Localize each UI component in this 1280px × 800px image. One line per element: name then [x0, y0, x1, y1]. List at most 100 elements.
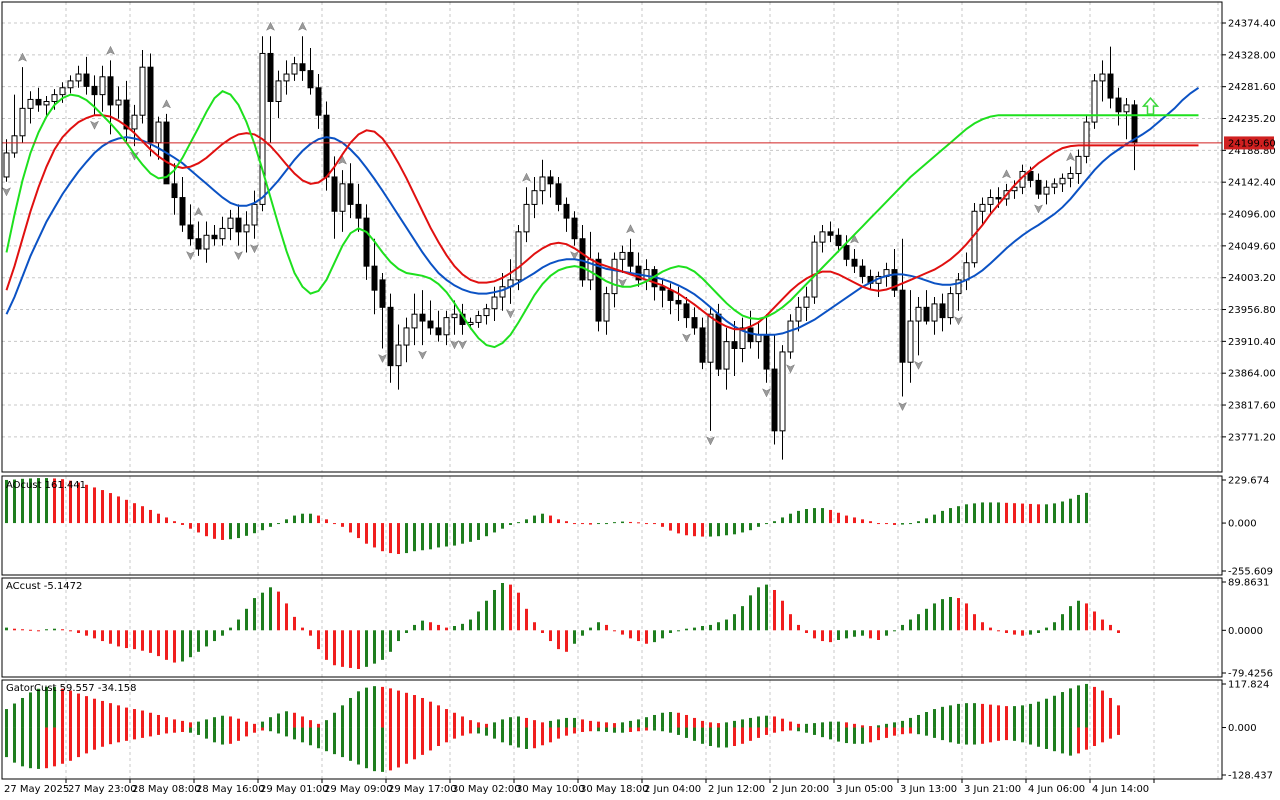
histogram-bar: [581, 523, 584, 525]
histogram-bar: [829, 509, 832, 524]
candle: [499, 273, 506, 311]
gator-upper-bar: [501, 719, 504, 728]
histogram-bar: [117, 630, 120, 647]
gator-upper-bar: [1037, 701, 1040, 728]
price-tick-label: 24003.20: [1228, 273, 1276, 284]
candle: [211, 224, 218, 246]
current-price-label: 24199.60: [1228, 138, 1276, 149]
gator-upper-bar: [741, 719, 744, 728]
candle-body: [859, 265, 866, 277]
price-chart-panel[interactable]: [1, 21, 1222, 460]
histogram-bar: [645, 630, 648, 644]
candle: [827, 221, 834, 243]
candle-body: [307, 70, 314, 89]
candle-body: [699, 327, 706, 363]
candle: [627, 238, 634, 274]
fractal-up-icon: [193, 207, 204, 217]
histogram-bar: [133, 630, 136, 650]
fractal-down-icon: [505, 309, 516, 319]
candle-body: [603, 293, 610, 322]
candle: [851, 249, 858, 274]
histogram-bar: [261, 592, 264, 631]
candle-body: [787, 320, 794, 353]
histogram-bar: [157, 630, 160, 657]
gator-upper-bar: [61, 688, 64, 728]
gator-upper-bar: [453, 712, 456, 728]
candle-body: [27, 98, 34, 109]
histogram-bar: [205, 523, 208, 537]
candle: [163, 113, 170, 185]
histogram-bar: [77, 482, 80, 524]
alligator-jaw-line: [5, 86, 1200, 336]
histogram-bar: [885, 523, 888, 525]
histogram-bar: [821, 508, 824, 524]
gator-lower-bar: [621, 727, 624, 733]
gator-indicator-panel[interactable]: GatorCust 59.557 -34.158: [5, 683, 1120, 772]
histogram-bar: [997, 502, 1000, 524]
histogram-bar: [1029, 630, 1032, 635]
gator-lower-bar: [893, 727, 896, 736]
candle: [1123, 98, 1130, 140]
gator-lower-bar: [941, 727, 944, 741]
indicator-tick-label: 89.8631: [1228, 578, 1269, 589]
histogram-bar: [869, 521, 872, 524]
gator-upper-bar: [613, 723, 616, 728]
candle: [363, 204, 370, 280]
histogram-bar: [757, 587, 760, 631]
gator-lower-bar: [253, 727, 256, 733]
histogram-bar: [525, 608, 528, 631]
histogram-bar: [1117, 630, 1120, 633]
gator-lower-bar: [517, 727, 520, 748]
gator-lower-bar: [437, 727, 440, 747]
gator-upper-bar: [325, 720, 328, 728]
histogram-bar: [5, 627, 8, 631]
gator-lower-bar: [917, 727, 920, 735]
histogram-bar: [533, 515, 536, 524]
ac-indicator-panel[interactable]: ACcust -5.1472: [5, 581, 1120, 670]
gator-upper-bar: [1117, 705, 1120, 728]
gator-upper-bar: [877, 725, 880, 728]
candle: [619, 245, 626, 274]
ao-indicator-panel[interactable]: AOcust 161.441: [5, 478, 1088, 555]
histogram-bar: [509, 523, 512, 525]
candle-body: [363, 217, 370, 267]
histogram-bar: [845, 515, 848, 524]
candle: [603, 286, 610, 335]
candle-body: [219, 227, 226, 240]
gator-lower-bar: [861, 727, 864, 744]
candle-body: [547, 176, 554, 185]
histogram-bar: [517, 522, 520, 524]
gator-lower-bar: [541, 727, 544, 746]
histogram-bar: [877, 630, 880, 640]
candle-body: [579, 238, 586, 281]
grid-lines: [2, 2, 1222, 779]
histogram-bar: [37, 630, 40, 632]
fractal-down-icon: [1033, 204, 1044, 214]
candle: [403, 317, 410, 363]
gator-upper-bar: [581, 719, 584, 728]
candle: [283, 60, 290, 95]
candle-body: [11, 135, 18, 154]
candle: [91, 75, 98, 116]
fractal-down-icon: [761, 388, 772, 398]
histogram-bar: [629, 521, 632, 524]
candle-body: [1043, 186, 1050, 195]
histogram-bar: [693, 627, 696, 631]
gator-upper-bar: [213, 717, 216, 728]
histogram-bar: [565, 521, 568, 524]
histogram-bar: [117, 496, 120, 524]
histogram-bar: [541, 513, 544, 524]
candle: [899, 238, 906, 397]
gator-lower-bar: [189, 727, 192, 733]
histogram-bar: [917, 521, 920, 524]
candle-body: [211, 234, 218, 240]
histogram-bar: [165, 517, 168, 524]
gator-upper-bar: [1077, 685, 1080, 728]
fractal-up-icon: [265, 21, 276, 31]
histogram-bar: [861, 630, 864, 636]
gator-lower-bar: [925, 727, 928, 736]
histogram-bar: [381, 630, 384, 660]
gator-lower-bar: [869, 727, 872, 743]
gator-upper-bar: [157, 714, 160, 728]
gator-lower-bar: [813, 727, 816, 735]
